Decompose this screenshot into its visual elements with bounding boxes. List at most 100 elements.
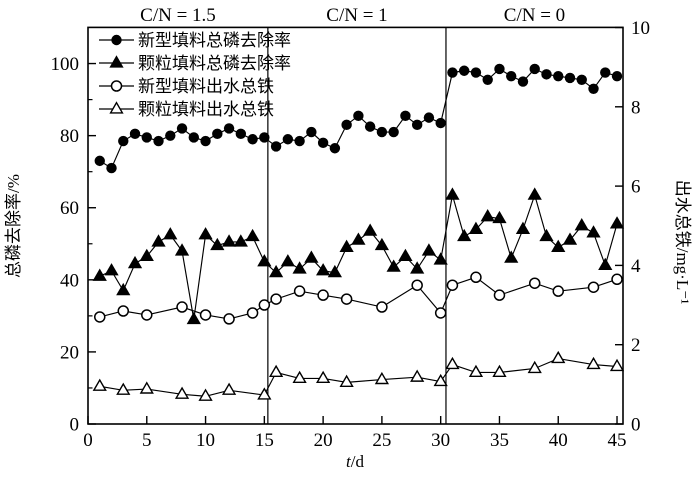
marker-triangle-open <box>410 369 425 382</box>
marker-circle-filled <box>364 121 376 132</box>
marker-triangle-filled <box>221 234 237 247</box>
marker-triangle-filled <box>386 259 401 272</box>
marker-circle-open <box>223 313 235 325</box>
marker-circle-filled <box>212 128 223 140</box>
marker-triangle-filled <box>480 209 495 222</box>
marker-circle-filled <box>341 119 352 131</box>
marker-circle-open <box>493 289 506 301</box>
marker-circle-filled <box>165 130 176 141</box>
marker-circle-filled <box>188 132 200 143</box>
y-left-tick-label: 80 <box>60 126 79 147</box>
marker-triangle-open <box>527 360 542 374</box>
series-line <box>99 276 618 320</box>
marker-triangle-open <box>139 381 154 394</box>
marker-circle-filled <box>129 128 141 140</box>
marker-triangle-filled <box>351 232 366 245</box>
legend-glyph-circle-filled <box>99 34 134 46</box>
plot-border <box>87 26 624 425</box>
marker-circle-filled <box>529 63 540 75</box>
marker-circle-filled <box>106 162 117 174</box>
marker-circle-filled <box>282 134 294 145</box>
y-right-tick-label: 4 <box>631 256 641 277</box>
marker-circle-open <box>340 293 353 305</box>
marker-triangle-filled <box>257 254 272 267</box>
marker-circle-filled <box>329 143 341 154</box>
marker-circle-open <box>270 293 282 305</box>
y-right-tick-label: 0 <box>631 415 641 436</box>
y-right-tick-label: 8 <box>631 97 641 118</box>
marker-circle-open <box>176 301 188 313</box>
legend-label-new-media-effluent-iron: 新型填料出水总铁 <box>138 77 274 96</box>
section-label-cn-0: C/N = 0 <box>504 5 565 26</box>
x-tick-label: 30 <box>431 430 450 451</box>
marker-triangle-open <box>257 387 272 400</box>
marker-circle-filled <box>588 83 599 94</box>
marker-triangle-filled <box>468 221 484 234</box>
marker-circle-filled <box>317 137 329 149</box>
marker-circle-filled <box>506 70 517 82</box>
marker-triangle-open <box>339 374 354 387</box>
marker-triangle-open <box>109 101 124 114</box>
marker-triangle-open <box>92 378 107 391</box>
marker-circle-filled <box>176 123 188 134</box>
marker-triangle-filled <box>598 257 613 271</box>
legend-label-granular-media-tp-removal: 颗粒填料总磷去除率 <box>138 54 291 73</box>
marker-circle-open <box>528 277 541 289</box>
section-label-cn-1.5: C/N = 1.5 <box>140 5 216 26</box>
legend-label-new-media-tp-removal: 新型填料总磷去除率 <box>138 31 291 50</box>
marker-circle-filled <box>247 134 258 145</box>
x-tick-label: 25 <box>372 430 391 451</box>
marker-circle-open <box>446 279 459 291</box>
marker-triangle-open <box>198 388 213 401</box>
x-tick-label: 0 <box>83 430 93 451</box>
marker-circle-filled <box>611 70 623 82</box>
marker-circle-filled <box>223 123 235 134</box>
marker-circle-filled <box>111 34 122 46</box>
marker-circle-open <box>470 271 482 284</box>
x-tick-label: 45 <box>608 430 627 451</box>
x-axis-title: t/d <box>346 452 364 471</box>
legend-glyph-triangle-open <box>99 101 134 114</box>
marker-circle-open <box>411 279 423 291</box>
marker-circle-filled <box>482 74 493 85</box>
marker-triangle-filled <box>139 248 154 261</box>
marker-triangle-filled <box>327 264 342 278</box>
marker-circle-open <box>141 309 153 321</box>
marker-circle-open <box>293 285 306 297</box>
marker-circle-open <box>246 307 259 319</box>
marker-triangle-filled <box>339 239 354 252</box>
legend-glyph-circle-open <box>99 80 134 92</box>
marker-circle-filled <box>411 119 423 131</box>
marker-circle-filled <box>564 72 576 84</box>
marker-triangle-filled <box>586 225 601 238</box>
marker-triangle-open <box>445 356 460 370</box>
marker-circle-filled <box>400 110 411 122</box>
marker-triangle-open <box>374 371 390 385</box>
x-tick-label: 20 <box>314 430 333 451</box>
marker-triangle-filled <box>363 223 378 236</box>
marker-triangle-filled <box>233 234 248 247</box>
marker-triangle-filled <box>174 243 190 256</box>
marker-triangle-filled <box>92 268 107 281</box>
marker-triangle-filled <box>151 234 166 247</box>
marker-circle-filled <box>388 126 399 138</box>
series-circle-filled <box>94 63 623 174</box>
marker-circle-open <box>258 299 271 311</box>
marker-triangle-open <box>316 370 331 384</box>
marker-triangle-filled <box>109 55 124 68</box>
y-left-tick-label: 0 <box>70 415 80 436</box>
marker-circle-filled <box>270 141 282 152</box>
marker-triangle-filled <box>410 261 425 274</box>
y-right-tick-label: 10 <box>631 18 650 39</box>
marker-triangle-filled <box>421 243 437 256</box>
marker-circle-open <box>94 311 106 323</box>
x-tick-label: 10 <box>196 430 215 451</box>
marker-circle-open <box>110 80 123 92</box>
marker-triangle-filled <box>551 239 566 252</box>
marker-circle-filled <box>353 110 364 122</box>
marker-triangle-filled <box>186 311 201 325</box>
marker-circle-filled <box>94 155 105 167</box>
x-tick-label: 5 <box>142 430 152 451</box>
marker-triangle-filled <box>374 237 390 251</box>
